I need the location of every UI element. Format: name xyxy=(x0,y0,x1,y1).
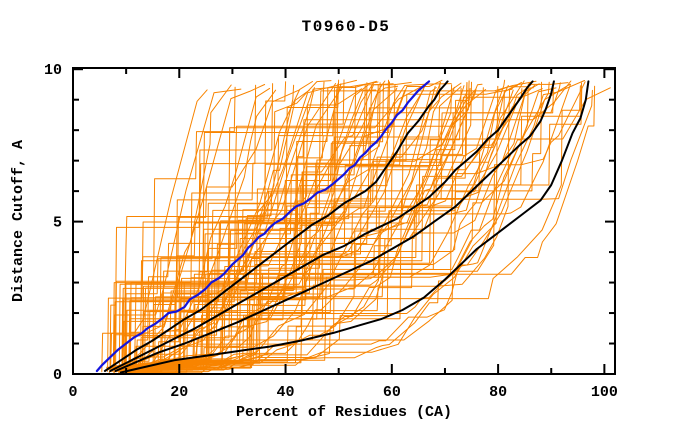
prediction-curve xyxy=(110,89,208,368)
prediction-curve xyxy=(139,82,582,373)
prediction-curve xyxy=(133,86,514,371)
prediction-curve xyxy=(125,88,477,373)
prediction-curve xyxy=(134,83,540,371)
highlight-model-black-2 xyxy=(109,80,534,372)
chart-title: T0960-D5 xyxy=(302,18,391,36)
prediction-curve xyxy=(113,88,242,371)
x-tick-label: 0 xyxy=(68,384,77,401)
plot-frame xyxy=(72,67,616,375)
y-tick-label: 10 xyxy=(44,62,62,79)
prediction-curve xyxy=(124,83,339,369)
prediction-curve xyxy=(130,83,571,369)
highlight-curves-group xyxy=(95,80,590,374)
axes-group: 0 20 40 60 80 100 0 5 10 xyxy=(44,62,618,401)
prediction-curve xyxy=(119,82,441,370)
prediction-curve xyxy=(132,87,611,369)
x-tick-label: 40 xyxy=(277,384,295,401)
prediction-curve xyxy=(134,89,514,374)
prediction-curve xyxy=(145,82,468,373)
prediction-curve xyxy=(118,83,396,373)
y-axis-label: Distance Cutoff, A xyxy=(10,140,27,302)
prediction-curve xyxy=(126,88,523,371)
prediction-curve xyxy=(116,85,465,369)
prediction-curve xyxy=(118,86,462,368)
prediction-curve xyxy=(108,84,232,374)
x-tick-label: 60 xyxy=(383,384,401,401)
prediction-curve xyxy=(121,80,377,373)
highlight-model-black-4 xyxy=(119,80,590,374)
prediction-curve xyxy=(124,88,362,374)
prediction-curve xyxy=(129,80,585,370)
prediction-curve xyxy=(105,81,379,370)
highlight-model-black-1 xyxy=(103,80,449,372)
prediction-curve xyxy=(122,82,462,368)
prediction-curve xyxy=(109,86,236,370)
prediction-curve xyxy=(118,82,530,368)
prediction-curve xyxy=(126,84,532,371)
prediction-curve xyxy=(123,80,572,371)
prediction-curve xyxy=(121,79,357,371)
highlight-model-blue xyxy=(95,80,431,373)
y-tick-label: 0 xyxy=(53,367,62,384)
x-tick-label: 80 xyxy=(489,384,507,401)
prediction-curve xyxy=(133,85,518,369)
x-tick-label: 20 xyxy=(170,384,188,401)
x-axis-label: Percent of Residues (CA) xyxy=(236,404,452,421)
prediction-curves-group xyxy=(101,79,611,374)
y-tick-label: 5 xyxy=(53,215,62,232)
prediction-curve xyxy=(126,80,537,373)
prediction-curve xyxy=(133,81,390,369)
prediction-curve xyxy=(131,84,426,370)
highlight-model-black-3 xyxy=(114,80,555,372)
prediction-curve xyxy=(135,83,483,372)
prediction-curve xyxy=(120,87,398,369)
x-tick-label: 100 xyxy=(591,384,618,401)
prediction-curve xyxy=(138,81,586,370)
prediction-curve xyxy=(126,79,340,373)
prediction-curve xyxy=(107,89,301,372)
